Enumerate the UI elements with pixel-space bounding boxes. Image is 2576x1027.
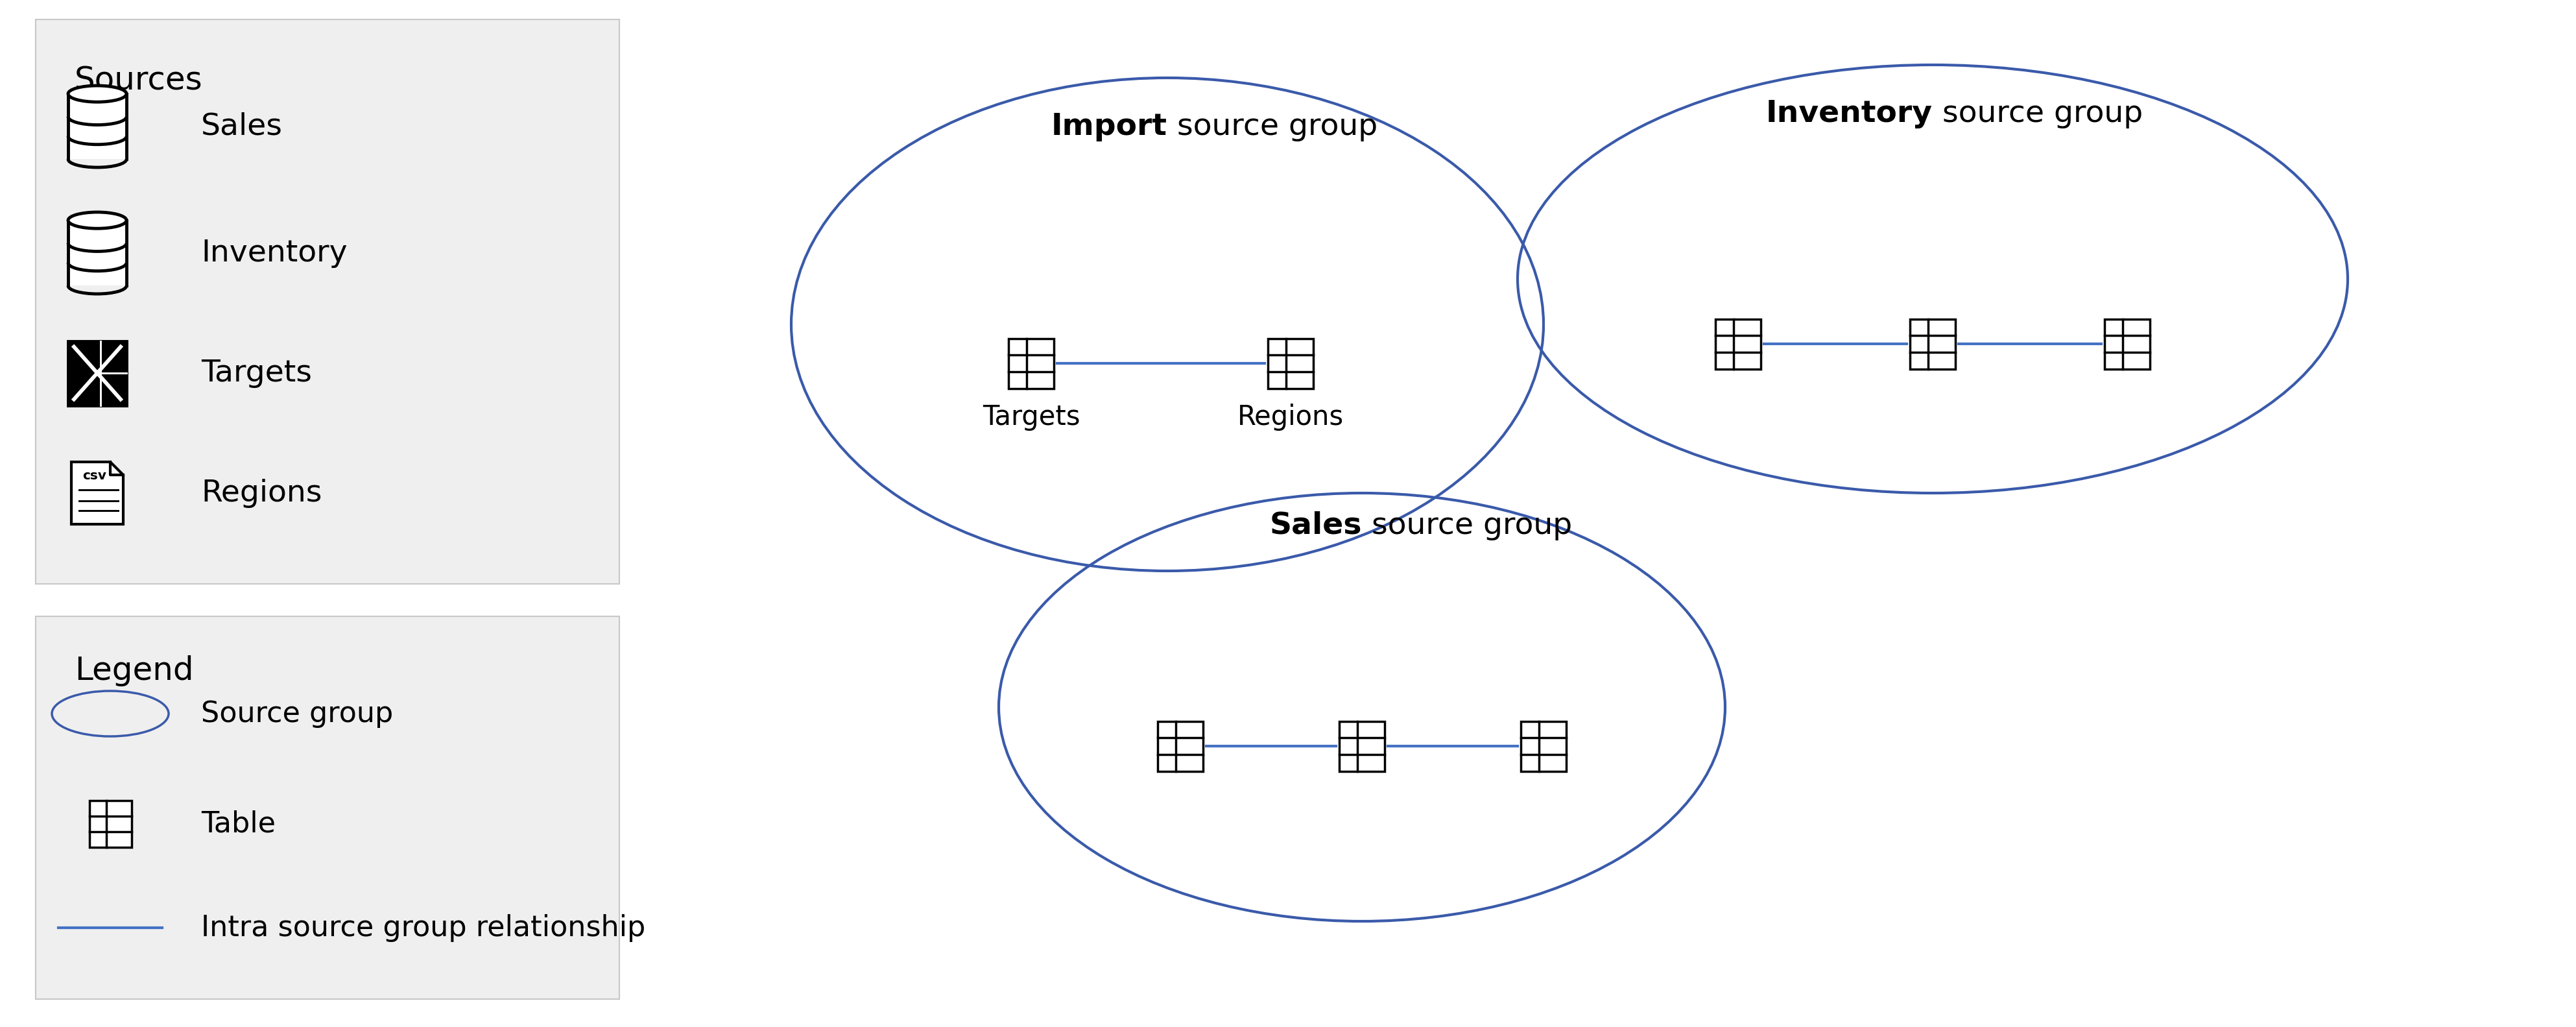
FancyBboxPatch shape [1716, 318, 1762, 369]
FancyBboxPatch shape [90, 801, 131, 847]
FancyBboxPatch shape [2105, 318, 2151, 369]
FancyBboxPatch shape [1909, 318, 1955, 369]
FancyBboxPatch shape [1007, 338, 1054, 388]
Text: Sales: Sales [1270, 510, 1363, 540]
FancyBboxPatch shape [67, 341, 126, 406]
FancyBboxPatch shape [1157, 721, 1203, 771]
FancyBboxPatch shape [67, 93, 126, 159]
FancyBboxPatch shape [36, 20, 618, 584]
Text: Inventory: Inventory [201, 238, 348, 268]
Text: Targets: Targets [201, 358, 312, 387]
Text: Sales: Sales [201, 112, 283, 141]
Ellipse shape [67, 85, 126, 102]
Text: Inventory: Inventory [1767, 99, 1932, 128]
Text: Targets: Targets [981, 404, 1079, 430]
Text: source group: source group [1932, 99, 2143, 128]
Text: Regions: Regions [1236, 404, 1345, 430]
FancyBboxPatch shape [67, 221, 126, 286]
Text: source group: source group [1363, 510, 1571, 540]
Text: Source group: Source group [201, 699, 394, 727]
FancyBboxPatch shape [36, 616, 618, 999]
Text: Sources: Sources [75, 65, 204, 96]
Polygon shape [72, 462, 124, 524]
Text: Intra source group relationship: Intra source group relationship [201, 914, 647, 942]
Text: Table: Table [201, 810, 276, 838]
Ellipse shape [67, 213, 126, 228]
FancyBboxPatch shape [1267, 338, 1314, 388]
Text: csv: csv [82, 469, 106, 482]
Text: source group: source group [1167, 112, 1378, 141]
FancyBboxPatch shape [1520, 721, 1566, 771]
Text: Regions: Regions [201, 479, 322, 507]
FancyBboxPatch shape [1340, 721, 1386, 771]
Text: Import: Import [1051, 112, 1167, 141]
Text: Legend: Legend [75, 655, 193, 686]
